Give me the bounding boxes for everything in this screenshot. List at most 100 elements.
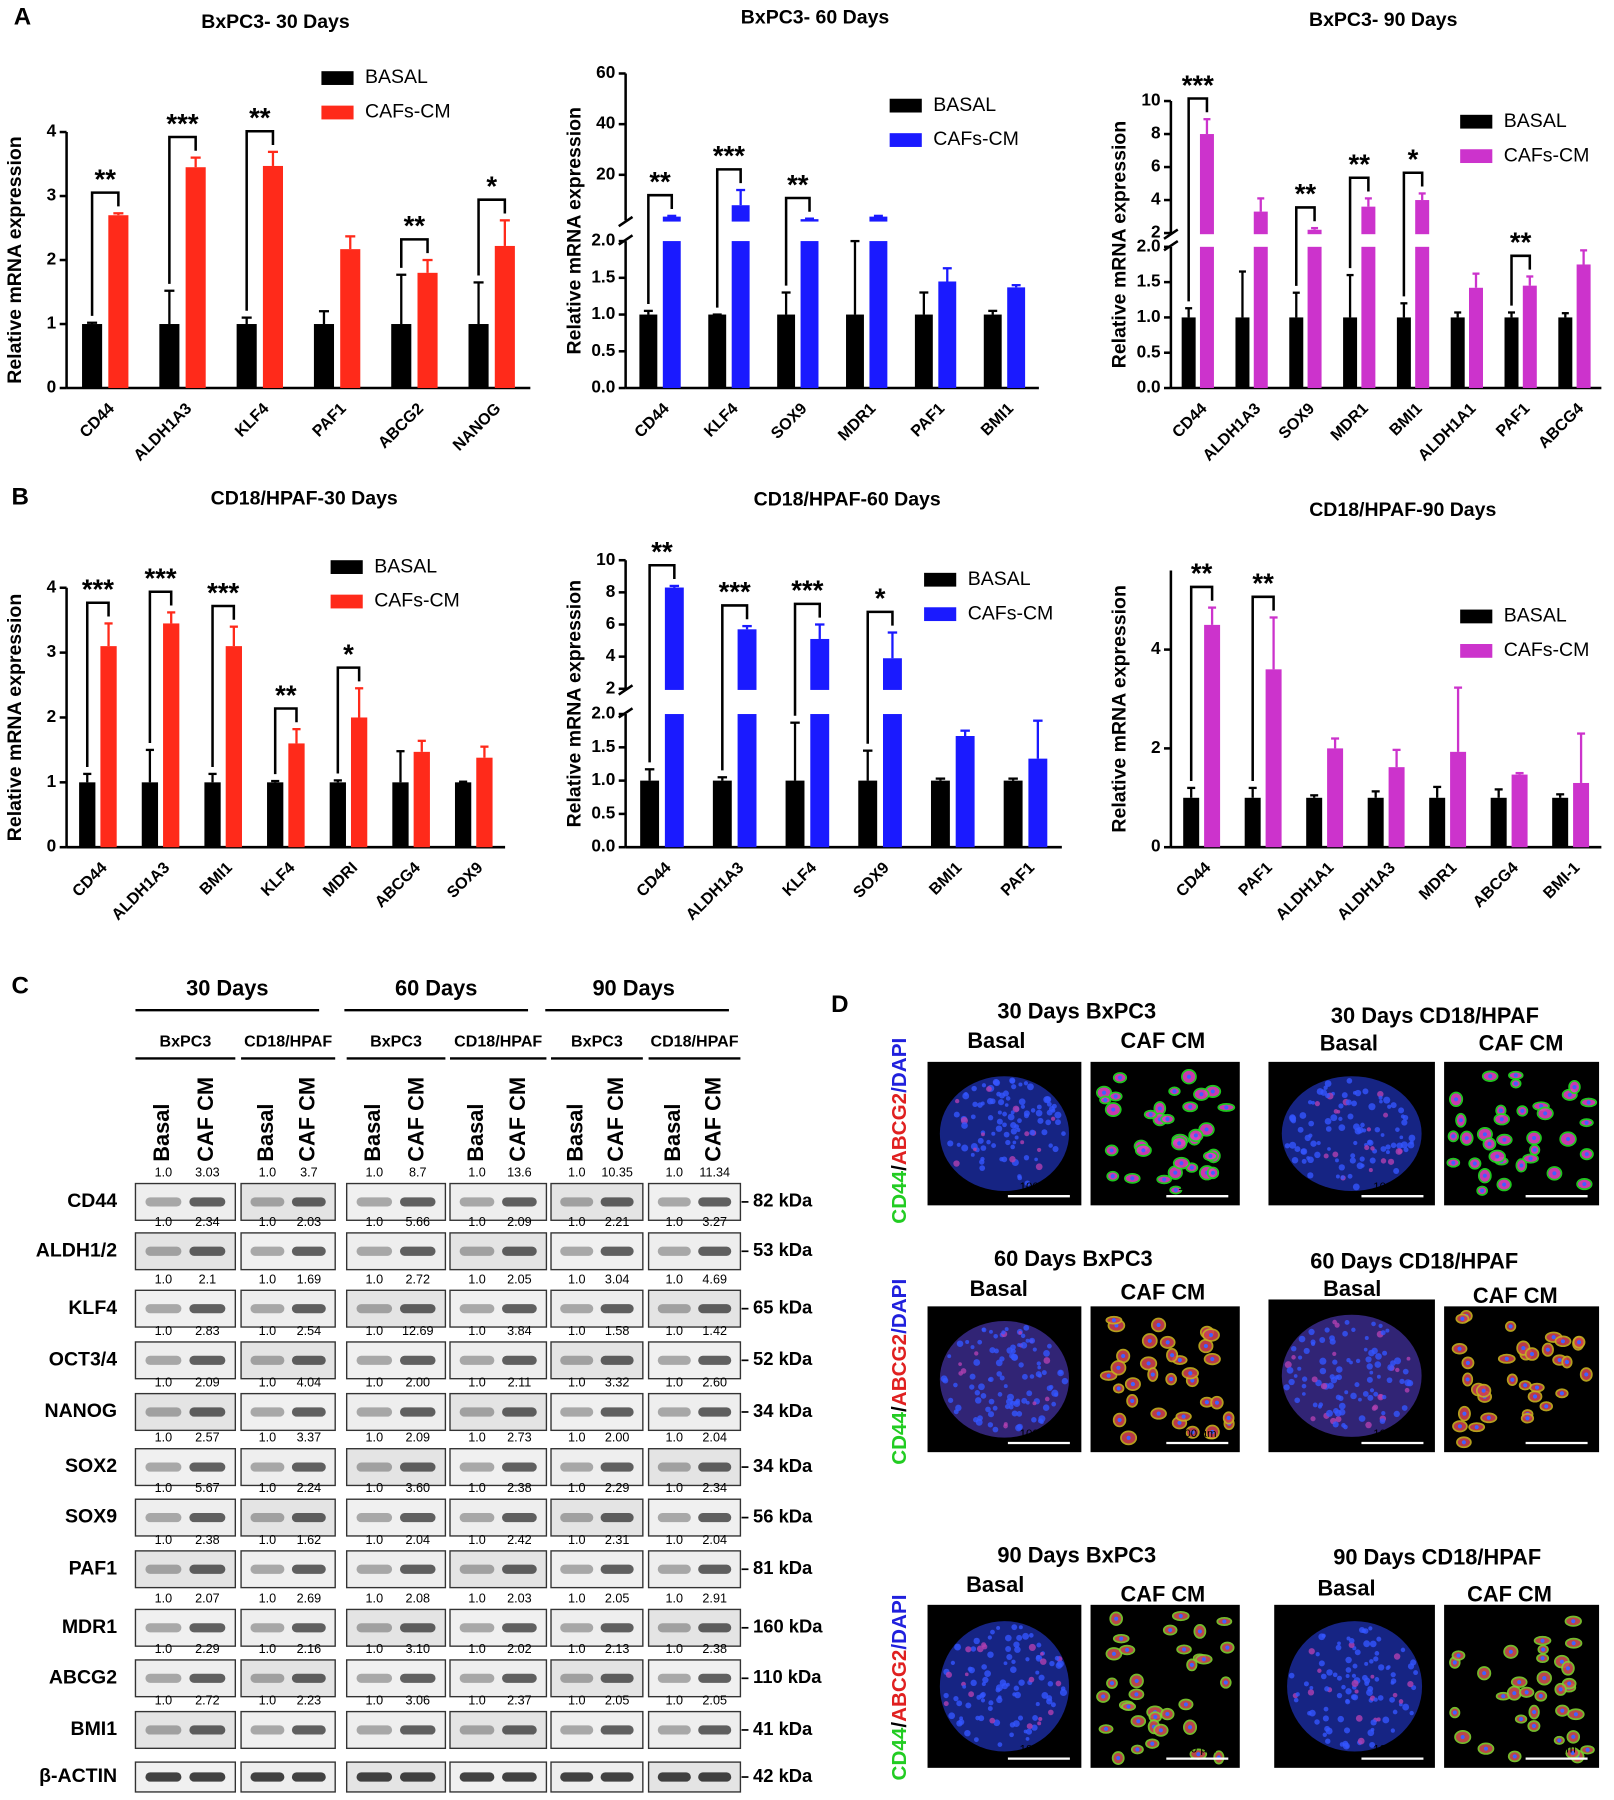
scale-bar-label: 100 µm <box>1020 1428 1058 1440</box>
band-ratio: 3.06 <box>405 1694 430 1708</box>
nucleus <box>996 1625 1001 1630</box>
nucleus <box>1170 1353 1175 1358</box>
nucleus <box>1024 1180 1031 1187</box>
nucleus <box>1502 1182 1507 1187</box>
band-ratio: 12.69 <box>402 1324 434 1338</box>
error-bar <box>83 772 92 783</box>
condition-label: CAF CM <box>404 1077 429 1162</box>
nucleus <box>1177 1141 1182 1146</box>
nucleus <box>992 1405 998 1411</box>
y-tick-label: 60 <box>596 62 615 82</box>
nucleus <box>1345 1674 1350 1678</box>
nucleus <box>1342 1330 1348 1337</box>
bar <box>731 205 750 222</box>
nucleus <box>1208 1332 1214 1338</box>
legend-swatch <box>924 607 957 622</box>
error-bar <box>873 214 883 218</box>
nucleus <box>997 1110 1002 1115</box>
nucleus <box>1186 1074 1192 1079</box>
band-ratio: 1.0 <box>666 1431 684 1445</box>
significance-label: ** <box>1349 149 1371 180</box>
blot-band <box>657 1772 691 1782</box>
blot-band <box>698 1772 732 1782</box>
band-ratio: 2.00 <box>605 1431 630 1445</box>
nucleus <box>1210 1357 1215 1362</box>
blot-band <box>399 1512 436 1523</box>
nucleus <box>1016 1411 1023 1417</box>
nucleus <box>1150 1741 1155 1746</box>
nucleus <box>1452 1710 1457 1715</box>
bar <box>1199 246 1214 389</box>
nucleus <box>955 1098 960 1104</box>
nucleus <box>1370 1719 1377 1726</box>
nucleus <box>1196 1752 1201 1757</box>
bar <box>1265 669 1282 848</box>
nucleus <box>1051 1401 1057 1407</box>
x-tick-label: ALDH1A3 <box>108 859 173 924</box>
error-bar <box>1311 226 1319 230</box>
blot-band <box>356 1407 393 1417</box>
legend-label: BASAL <box>933 94 996 116</box>
legend-swatch <box>330 560 363 574</box>
nucleus <box>1020 1342 1028 1349</box>
bar <box>662 241 681 389</box>
nucleus <box>1390 1672 1396 1678</box>
nucleus <box>1383 1096 1391 1104</box>
nucleus <box>1409 1710 1414 1716</box>
blot-band <box>399 1772 436 1782</box>
nucleus <box>1329 1374 1335 1380</box>
cell-cluster <box>1281 1314 1422 1437</box>
bar <box>225 646 242 848</box>
nucleus <box>1373 1697 1378 1702</box>
nucleus <box>958 1371 964 1376</box>
nucleus <box>1345 1099 1352 1106</box>
nucleus <box>1327 1147 1331 1151</box>
scale-bar-label: 100 µm <box>1178 1744 1216 1756</box>
nucleus <box>1390 1142 1397 1149</box>
stain-part: /DAPI <box>889 1279 912 1334</box>
nucleus <box>1389 1696 1395 1703</box>
nucleus <box>1293 1374 1298 1378</box>
nucleus <box>1046 1101 1052 1107</box>
blot-frame <box>345 1289 447 1328</box>
blot-band <box>459 1512 495 1523</box>
nucleus <box>1584 1152 1589 1157</box>
nucleus <box>981 1083 987 1088</box>
nucleus <box>1319 1357 1327 1365</box>
band-ratio: 10.35 <box>601 1166 633 1180</box>
nucleus <box>1528 1156 1533 1161</box>
blot-band <box>502 1725 537 1735</box>
nucleus <box>1001 1156 1008 1163</box>
bar <box>468 324 489 389</box>
nucleus <box>948 1397 954 1403</box>
nucleus <box>1337 1641 1341 1646</box>
nucleus <box>953 1160 960 1167</box>
blot-band <box>459 1623 495 1633</box>
nucleus <box>1181 1414 1186 1419</box>
nucleus <box>1010 1122 1017 1129</box>
nucleus <box>1322 1715 1329 1722</box>
y-tick-label: 40 <box>596 113 615 133</box>
error-bar <box>318 310 329 325</box>
x-tick-label: BMI1 <box>926 859 966 899</box>
band-ratio: 1.0 <box>155 1431 173 1445</box>
blot-band <box>560 1623 594 1633</box>
nucleus <box>1347 1113 1354 1120</box>
bar <box>1415 200 1430 235</box>
nucleus <box>1319 1367 1327 1375</box>
nucleus <box>1378 1323 1383 1328</box>
nucleus <box>1402 1703 1410 1711</box>
error-bar <box>1346 273 1354 318</box>
protein-label: ABCG2 <box>49 1666 117 1688</box>
nucleus <box>1372 1404 1379 1411</box>
band-ratio: 2.29 <box>195 1642 220 1656</box>
legend-label: BASAL <box>968 568 1031 590</box>
band-ratio: 2.03 <box>297 1215 322 1229</box>
nucleus <box>1390 1728 1396 1733</box>
nucleus <box>1374 1677 1380 1682</box>
nucleus <box>1210 1170 1216 1175</box>
y-tick-label: 1 <box>47 313 57 333</box>
nucleus <box>974 1390 981 1396</box>
blot-band <box>399 1462 436 1472</box>
legend-label: BASAL <box>1504 110 1567 132</box>
